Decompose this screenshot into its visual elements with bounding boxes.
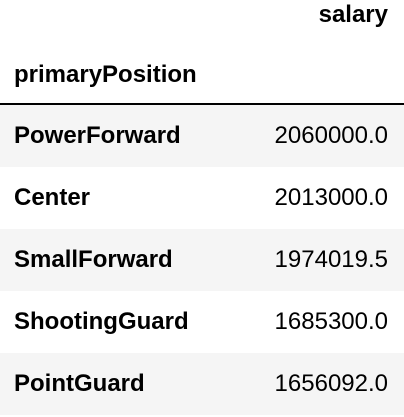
column-header-salary: salary: [318, 1, 388, 28]
column-header-row: salary: [0, 0, 404, 44]
table-row: Center 2013000.0: [0, 167, 404, 229]
table-row: ShootingGuard 1685300.0: [0, 291, 404, 353]
table-row: SmallForward 1974019.5: [0, 229, 404, 291]
table-body: PowerForward 2060000.0 Center 2013000.0 …: [0, 105, 404, 415]
row-index-label: PowerForward: [14, 122, 181, 149]
header-divider: [0, 103, 404, 105]
row-index-label: Center: [14, 184, 91, 211]
index-name-label: primaryPosition: [14, 61, 197, 88]
row-salary-value: 1685300.0: [274, 308, 388, 335]
row-salary-value: 2060000.0: [274, 122, 388, 149]
table-row: PowerForward 2060000.0: [0, 105, 404, 167]
row-index-label: ShootingGuard: [14, 308, 189, 335]
row-salary-value: 1974019.5: [274, 246, 388, 273]
table-row: PointGuard 1656092.0: [0, 353, 404, 415]
row-salary-value: 1656092.0: [274, 370, 388, 397]
row-index-label: SmallForward: [14, 246, 173, 273]
index-name-row: primaryPosition: [0, 44, 404, 104]
row-index-label: PointGuard: [14, 370, 145, 397]
row-salary-value: 2013000.0: [274, 184, 388, 211]
